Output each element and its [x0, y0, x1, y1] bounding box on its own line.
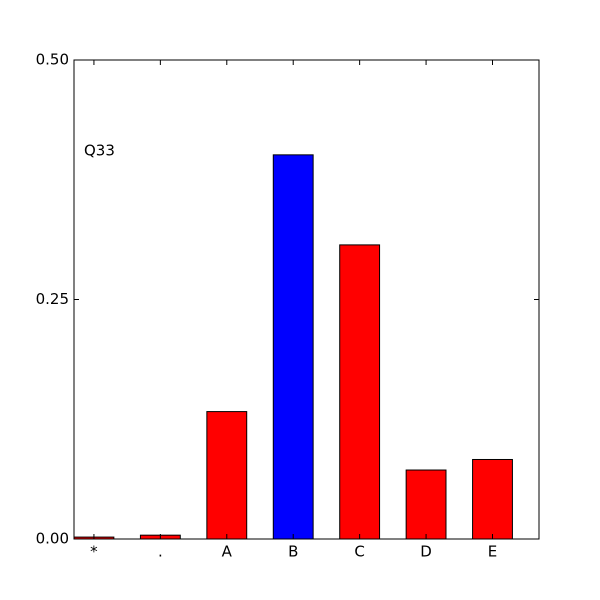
bar	[272, 154, 314, 540]
x-tick-label: D	[420, 543, 432, 561]
plot-frame	[73, 59, 540, 540]
bar	[206, 411, 248, 540]
x-tick-label: A	[222, 543, 233, 561]
bar	[472, 458, 513, 540]
y-tick-label: 0.25	[36, 290, 69, 308]
y-tick-label: 0.50	[36, 51, 69, 69]
x-tick-label: E	[488, 543, 497, 561]
x-tick-label: C	[354, 543, 364, 561]
x-tick-label: .	[158, 543, 163, 561]
x-tick-label: *	[90, 543, 98, 561]
x-tick-label: B	[288, 543, 298, 561]
bar	[405, 469, 447, 540]
bar	[339, 244, 381, 540]
annotation: Q33	[84, 142, 115, 160]
y-tick-label: 0.00	[36, 530, 69, 548]
